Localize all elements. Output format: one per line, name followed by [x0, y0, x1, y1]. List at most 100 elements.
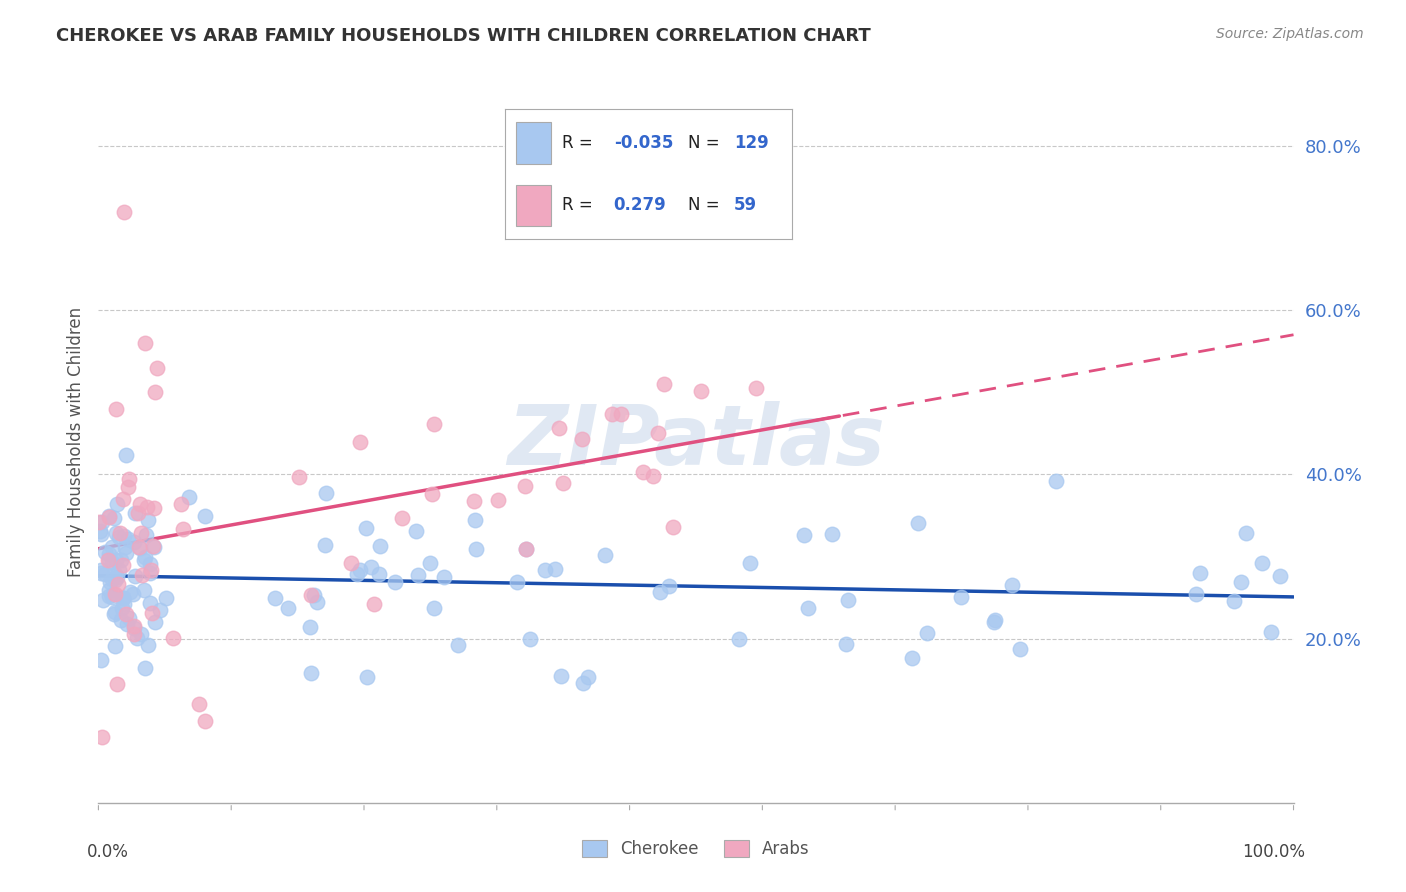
Point — [129, 497, 152, 511]
Text: ZIPatlas: ZIPatlas — [508, 401, 884, 482]
Point — [571, 433, 593, 447]
Point — [1234, 526, 1257, 541]
Point — [593, 549, 616, 563]
Point — [658, 579, 681, 593]
Point — [111, 591, 134, 605]
Point — [515, 479, 537, 493]
Point — [135, 527, 157, 541]
Point — [134, 660, 156, 674]
Point — [90, 563, 112, 577]
Point — [142, 501, 165, 516]
Point — [835, 637, 858, 651]
Point — [118, 585, 141, 599]
Point — [111, 591, 134, 605]
Point — [360, 560, 382, 574]
Point — [108, 563, 131, 577]
Point — [983, 615, 1005, 630]
Point — [90, 515, 112, 529]
Point — [125, 631, 148, 645]
Point — [110, 614, 132, 628]
Point — [1184, 587, 1206, 601]
Point — [837, 592, 859, 607]
Point — [114, 540, 136, 554]
Point — [155, 591, 177, 606]
Point — [447, 638, 470, 652]
Point — [1251, 556, 1274, 570]
Point — [1001, 578, 1024, 592]
Point — [134, 550, 156, 565]
Point — [793, 528, 815, 542]
Point — [89, 524, 111, 538]
Point — [139, 557, 162, 571]
Point — [134, 583, 156, 598]
Point — [550, 669, 572, 683]
Text: CHEROKEE VS ARAB FAMILY HOUSEHOLDS WITH CHILDREN CORRELATION CHART: CHEROKEE VS ARAB FAMILY HOUSEHOLDS WITH … — [56, 27, 870, 45]
Point — [305, 595, 328, 609]
Point — [97, 589, 120, 603]
Point — [110, 525, 132, 540]
Point — [821, 526, 844, 541]
Point — [419, 556, 441, 570]
Point — [301, 588, 323, 602]
Point — [172, 523, 194, 537]
Point — [98, 583, 121, 598]
Point — [368, 566, 391, 581]
Point — [134, 336, 156, 351]
Point — [572, 676, 595, 690]
Point — [368, 540, 391, 554]
Point — [363, 597, 385, 611]
Point — [384, 575, 406, 590]
Point — [110, 553, 132, 567]
Point — [136, 639, 159, 653]
Point — [129, 541, 152, 555]
Point — [422, 417, 444, 432]
Point — [433, 569, 456, 583]
Point — [122, 586, 145, 600]
Point — [148, 603, 170, 617]
Point — [515, 542, 537, 557]
Point — [744, 380, 766, 394]
Point — [1223, 594, 1246, 608]
Point — [515, 541, 537, 556]
Point — [124, 506, 146, 520]
Point — [187, 698, 209, 712]
Point — [299, 620, 322, 634]
Point — [900, 651, 922, 665]
Point — [406, 568, 429, 582]
Point — [139, 563, 162, 577]
Point — [101, 590, 124, 604]
Point — [299, 665, 322, 680]
Point — [647, 425, 669, 440]
Point — [576, 670, 599, 684]
Point — [1045, 474, 1067, 488]
Point — [112, 529, 135, 543]
Point — [114, 204, 136, 219]
Point — [117, 533, 139, 547]
Point — [131, 568, 153, 582]
Point — [194, 508, 217, 523]
Point — [950, 590, 973, 604]
Point — [486, 492, 509, 507]
Point — [907, 516, 929, 530]
Point — [117, 480, 139, 494]
Point — [465, 541, 488, 556]
Point — [111, 491, 134, 506]
Point — [94, 545, 117, 559]
Point — [277, 601, 299, 615]
Point — [103, 510, 125, 524]
Point — [101, 587, 124, 601]
Point — [107, 497, 129, 511]
Point — [139, 566, 162, 580]
Point — [506, 574, 529, 589]
Point — [124, 569, 146, 583]
Point — [315, 485, 337, 500]
Point — [115, 449, 138, 463]
Point — [610, 407, 633, 421]
Legend: Cherokee, Arabs: Cherokee, Arabs — [574, 832, 818, 867]
Point — [142, 540, 165, 554]
Point — [132, 553, 155, 567]
Point — [91, 592, 114, 607]
Point — [94, 567, 117, 582]
Point — [122, 621, 145, 635]
Point — [356, 520, 378, 534]
